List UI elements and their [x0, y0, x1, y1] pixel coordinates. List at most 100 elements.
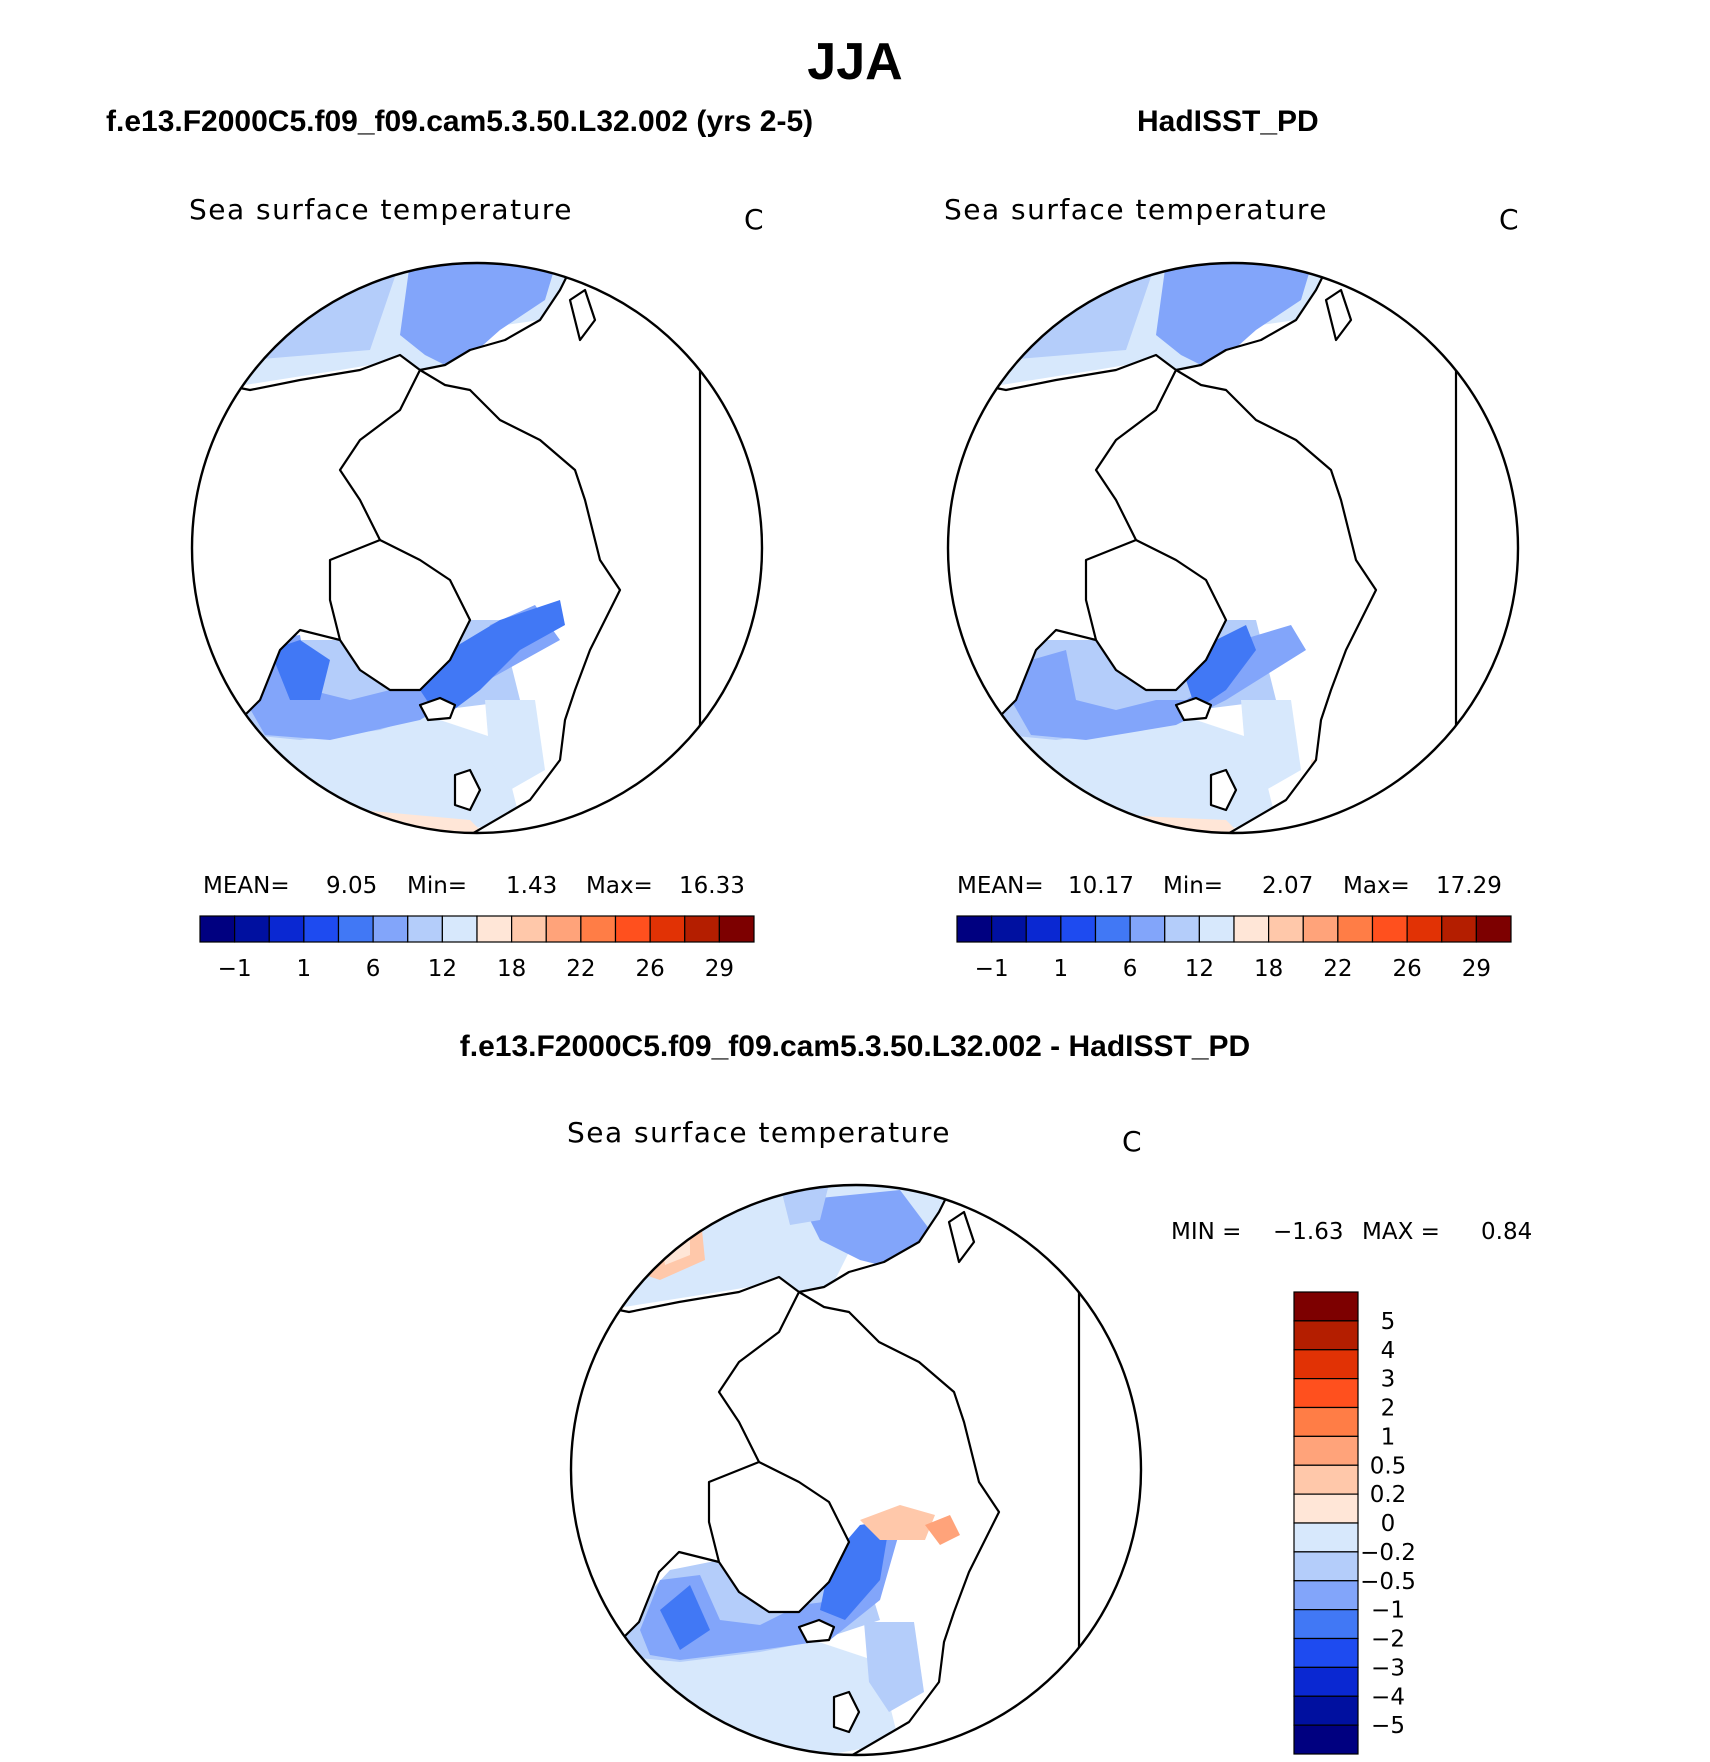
- map-a-coastlines: [192, 263, 702, 833]
- map-c-atlantic-light: [571, 1602, 899, 1755]
- panel-a-units: C: [744, 203, 766, 236]
- colorbar-a-swatch: [372, 915, 409, 943]
- panel-b-units: C: [1499, 203, 1521, 236]
- map-c-bering-light: [780, 1185, 830, 1225]
- map-b-atlantic-mid: [1001, 620, 1276, 740]
- map-c-north-sea: [864, 1622, 924, 1712]
- map-a-pacific-mid: [235, 263, 400, 360]
- map-c-ocean-fill: [571, 1185, 1039, 1755]
- colorbar-b-swatch: [1198, 915, 1235, 943]
- colorbar-a-swatch: [234, 915, 270, 943]
- panel-a-min-label: Min=: [407, 873, 468, 899]
- colorbar-b-tick-label: −1: [975, 956, 1009, 982]
- map-c-warm-north-pacific: [630, 1210, 705, 1280]
- panel-b-min: 2.07: [1262, 873, 1314, 899]
- map-c-barents-warm-2: [925, 1515, 960, 1545]
- panel-a-max: 16.33: [679, 873, 745, 899]
- map-a-atlantic-light: [192, 680, 520, 833]
- map-c-okhotsk: [960, 1210, 1010, 1265]
- colorbar-a: −1 1 6 12 18 22 26 29: [199, 915, 755, 982]
- colorbar-c-swatch: [1293, 1291, 1359, 1322]
- colorbar-c-swatch: [1293, 1695, 1359, 1726]
- colorbar-a-tick-label: −1: [218, 956, 252, 982]
- colorbar-c-tick-label: 5: [1381, 1309, 1396, 1335]
- map-c-greenland-sea: [820, 1520, 890, 1620]
- colorbar-c-swatch: [1293, 1378, 1359, 1409]
- map-b-ocean-fill: [948, 263, 1416, 833]
- map-b-land-greenland: [1084, 538, 1228, 692]
- colorbar-c-swatch: [1293, 1464, 1359, 1495]
- map-c-land-british-isles: [832, 1690, 861, 1734]
- map-b-pacific-mid: [991, 263, 1156, 360]
- map-panel-a: [190, 261, 764, 835]
- map-a-land-kamchatka: [568, 288, 597, 342]
- map-a-greenland-sea: [420, 600, 565, 720]
- colorbar-b-swatch: [956, 915, 993, 943]
- panel-b-title: HadISST_PD: [1137, 105, 1319, 138]
- map-panel-b: [946, 261, 1520, 835]
- map-panel-c: [569, 1183, 1143, 1757]
- panel-a-mean-label: MEAN=: [203, 873, 290, 899]
- colorbar-b-swatch: [1233, 915, 1270, 943]
- map-c-labrador: [640, 1520, 900, 1660]
- colorbar-b-tick-label: 26: [1392, 956, 1421, 982]
- colorbar-c-swatch: [1293, 1724, 1359, 1755]
- colorbar-b-tick-label: 29: [1462, 956, 1491, 982]
- colorbar-a-tick-label: 26: [635, 956, 664, 982]
- colorbar-b-swatch: [1406, 915, 1443, 943]
- map-a-land-eurasia: [418, 263, 702, 833]
- map-b-labrador: [1011, 625, 1306, 740]
- colorbar-b-tick-label: 12: [1185, 956, 1214, 982]
- map-c-land-iceland: [797, 1618, 836, 1644]
- panel-a-mean: 9.05: [326, 873, 378, 899]
- colorbar-b-tick-label: 22: [1323, 956, 1352, 982]
- colorbar-a-swatch: [511, 915, 547, 943]
- map-a-bering: [400, 263, 560, 370]
- map-b-warm-patch: [1106, 815, 1256, 833]
- map-a-background: [192, 263, 762, 833]
- map-b-land-iceland: [1174, 696, 1213, 722]
- colorbar-b-swatch: [1164, 915, 1200, 943]
- map-c-background: [571, 1185, 1141, 1755]
- colorbar-c-tick-label: 0.5: [1370, 1453, 1407, 1479]
- panel-c-variable: Sea surface temperature: [567, 1116, 951, 1149]
- panel-a-max-label: Max=: [586, 873, 653, 899]
- map-a-warm-patch: [350, 810, 500, 833]
- colorbar-a-tick-label: 29: [705, 956, 734, 982]
- colorbar-c-swatch: [1293, 1493, 1359, 1524]
- map-a-boundary: [190, 261, 764, 835]
- panel-a-min: 1.43: [506, 873, 558, 899]
- map-c-bering: [800, 1190, 930, 1270]
- colorbar-c-tick-label: 0.2: [1370, 1482, 1407, 1508]
- map-c-coastlines: [571, 1185, 1081, 1755]
- colorbar-b-tick-label: 1: [1054, 956, 1069, 982]
- map-a-north-sea: [485, 700, 545, 790]
- panel-a-title: f.e13.F2000C5.f09_f09.cam5.3.50.L32.002 …: [106, 105, 814, 138]
- map-b-okhotsk: [1336, 280, 1411, 365]
- map-b-north-sea: [1241, 700, 1301, 790]
- colorbar-a-swatch: [199, 915, 236, 943]
- map-b-land-eurasia: [1174, 263, 1458, 833]
- colorbar-a-swatch: [545, 915, 582, 943]
- map-b-pacific-light: [948, 263, 1416, 385]
- map-b-baltic-warm: [1310, 755, 1330, 790]
- panel-c-min: −1.63: [1273, 1219, 1344, 1245]
- panel-b-max-label: Max=: [1343, 873, 1410, 899]
- panel-c-units: C: [1122, 1125, 1144, 1158]
- colorbar-c-swatch: [1293, 1551, 1359, 1582]
- map-b-land-kamchatka: [1324, 288, 1353, 342]
- colorbar-b-swatch: [1060, 915, 1097, 943]
- colorbar-a-swatch: [684, 915, 720, 943]
- colorbar-b: −1 1 6 12 18 22 26 29: [956, 915, 1512, 982]
- colorbar-c-swatch: [1293, 1580, 1359, 1611]
- panel-a-variable: Sea surface temperature: [189, 193, 573, 226]
- panel-c-title: f.e13.F2000C5.f09_f09.cam5.3.50.L32.002 …: [459, 1030, 1251, 1063]
- colorbar-c-tick-label: −5: [1371, 1713, 1405, 1739]
- map-c-barents-warm: [860, 1505, 935, 1540]
- panel-b-mean: 10.17: [1068, 873, 1134, 899]
- colorbar-c-tick-label: −0.2: [1360, 1540, 1416, 1566]
- colorbar-c-tick-label: 4: [1381, 1338, 1396, 1364]
- colorbar-c-tick-label: 3: [1381, 1367, 1396, 1393]
- colorbar-c-swatch: [1293, 1406, 1359, 1437]
- map-a-okhotsk: [580, 280, 655, 365]
